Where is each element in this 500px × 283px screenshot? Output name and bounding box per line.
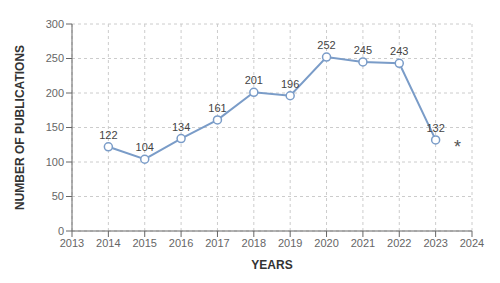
svg-text:104: 104 — [136, 141, 154, 153]
svg-text:2021: 2021 — [351, 237, 375, 249]
svg-text:250: 250 — [46, 52, 64, 64]
svg-text:252: 252 — [317, 39, 335, 51]
svg-text:2020: 2020 — [314, 237, 338, 249]
svg-text:2015: 2015 — [132, 237, 156, 249]
svg-text:2023: 2023 — [423, 237, 447, 249]
svg-text:YEARS: YEARS — [251, 258, 292, 272]
svg-text:122: 122 — [99, 129, 117, 141]
svg-text:2024: 2024 — [460, 237, 484, 249]
svg-text:2017: 2017 — [205, 237, 229, 249]
svg-text:2014: 2014 — [96, 237, 120, 249]
svg-text:2019: 2019 — [278, 237, 302, 249]
svg-text:243: 243 — [390, 45, 408, 57]
svg-text:NUMBER OF PUBLICATIONS: NUMBER OF PUBLICATIONS — [13, 45, 27, 210]
svg-text:200: 200 — [46, 87, 64, 99]
svg-text:161: 161 — [208, 102, 226, 114]
svg-text:2022: 2022 — [387, 237, 411, 249]
svg-text:0: 0 — [58, 225, 64, 237]
svg-text:50: 50 — [52, 190, 64, 202]
svg-text:150: 150 — [46, 121, 64, 133]
svg-text:196: 196 — [281, 78, 299, 90]
svg-text:2013: 2013 — [60, 237, 84, 249]
svg-text:2016: 2016 — [169, 237, 193, 249]
svg-text:134: 134 — [172, 121, 190, 133]
svg-text:201: 201 — [245, 74, 263, 86]
svg-text:2018: 2018 — [242, 237, 266, 249]
svg-text:132: 132 — [426, 122, 444, 134]
svg-text:100: 100 — [46, 156, 64, 168]
svg-text:*: * — [454, 137, 461, 157]
svg-text:300: 300 — [46, 18, 64, 30]
svg-text:245: 245 — [354, 44, 372, 56]
